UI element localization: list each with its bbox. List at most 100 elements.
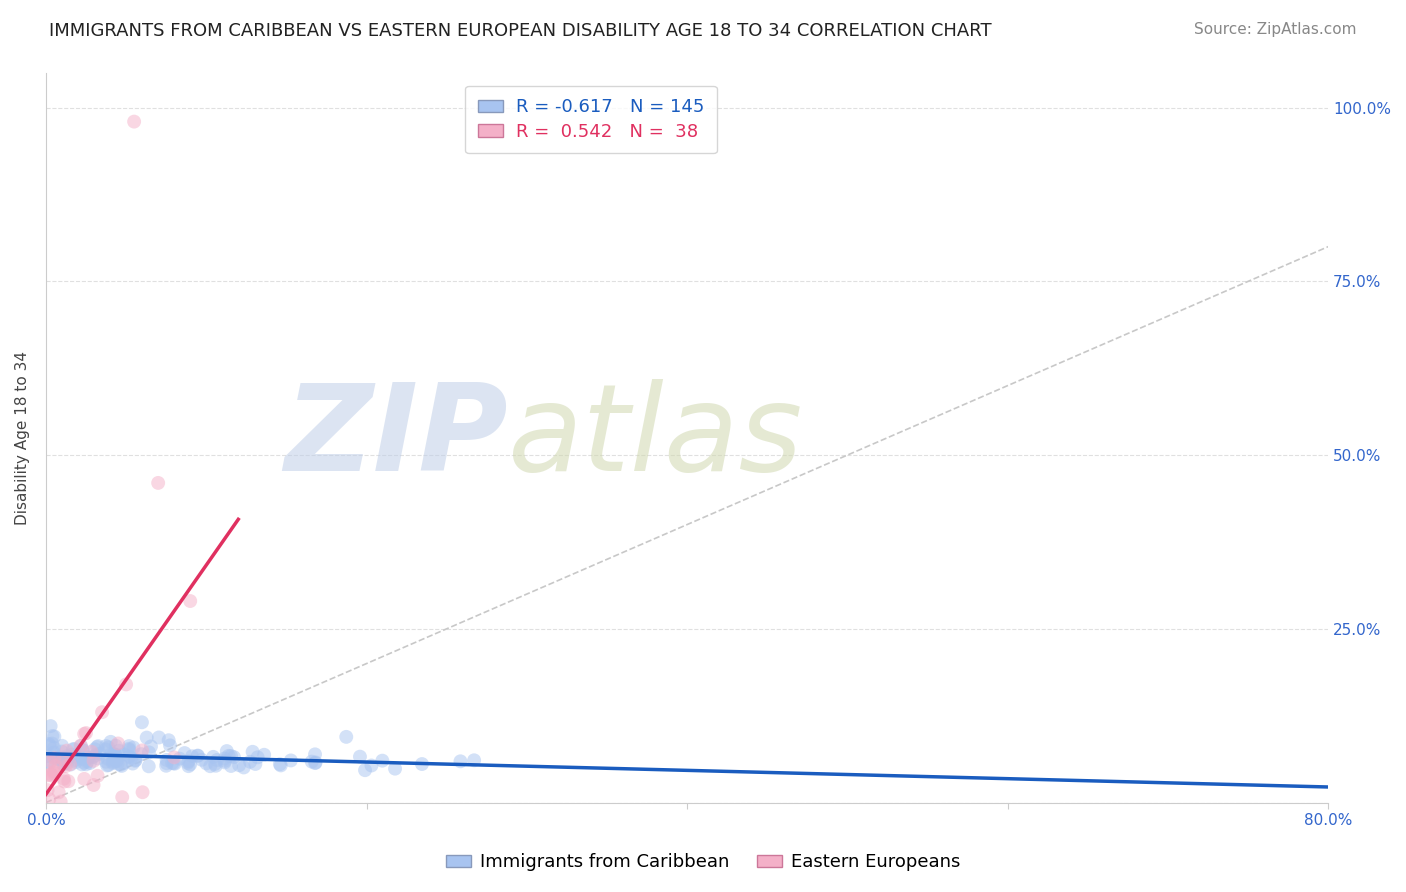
Point <box>51 753 73 767</box>
Point <box>384 762 406 776</box>
Point <box>138 759 160 773</box>
Point <box>107 756 129 771</box>
Point <box>135 731 157 745</box>
Point <box>41 737 63 751</box>
Point <box>179 594 201 608</box>
Point <box>270 758 292 772</box>
Point <box>179 757 201 772</box>
Point <box>59 757 82 772</box>
Point <box>101 756 124 770</box>
Point <box>39 719 62 733</box>
Point <box>56 751 79 765</box>
Point <box>37 749 59 764</box>
Point <box>177 754 200 768</box>
Point <box>96 752 118 766</box>
Point <box>118 749 141 764</box>
Point <box>159 739 181 753</box>
Point <box>53 774 76 789</box>
Point <box>222 750 245 764</box>
Point <box>87 751 110 765</box>
Point <box>219 759 242 773</box>
Point <box>70 757 93 772</box>
Point <box>371 754 394 768</box>
Point <box>38 792 60 806</box>
Point <box>107 744 129 758</box>
Legend: R = -0.617   N = 145, R =  0.542   N =  38: R = -0.617 N = 145, R = 0.542 N = 38 <box>465 86 717 153</box>
Point <box>269 757 291 772</box>
Point <box>121 756 143 771</box>
Point <box>242 745 264 759</box>
Point <box>112 747 135 762</box>
Point <box>42 764 65 779</box>
Point <box>91 705 114 719</box>
Point <box>73 756 96 770</box>
Point <box>157 733 180 747</box>
Point <box>104 753 127 767</box>
Point <box>107 736 129 750</box>
Point <box>118 743 141 757</box>
Point <box>76 755 98 769</box>
Point <box>58 750 80 764</box>
Text: IMMIGRANTS FROM CARIBBEAN VS EASTERN EUROPEAN DISABILITY AGE 18 TO 34 CORRELATIO: IMMIGRANTS FROM CARIBBEAN VS EASTERN EUR… <box>49 22 991 40</box>
Point <box>155 753 177 767</box>
Point <box>239 755 262 769</box>
Point <box>232 760 254 774</box>
Text: ZIP: ZIP <box>284 379 508 496</box>
Point <box>83 754 105 768</box>
Point <box>169 751 191 765</box>
Point <box>83 742 105 756</box>
Point <box>177 759 200 773</box>
Point <box>70 743 93 757</box>
Point <box>55 753 77 767</box>
Point <box>349 749 371 764</box>
Point <box>72 743 94 757</box>
Point <box>100 747 122 761</box>
Point <box>94 739 117 753</box>
Point <box>72 752 94 766</box>
Point <box>44 750 66 764</box>
Point <box>105 754 128 768</box>
Point <box>89 747 111 761</box>
Point <box>62 742 84 756</box>
Point <box>205 753 228 767</box>
Point <box>162 756 184 771</box>
Point <box>335 730 357 744</box>
Point <box>37 783 59 797</box>
Point <box>304 756 326 770</box>
Point <box>107 748 129 763</box>
Point <box>131 743 153 757</box>
Point <box>204 758 226 772</box>
Point <box>87 739 110 753</box>
Point <box>219 749 242 764</box>
Point <box>214 751 236 765</box>
Point <box>76 750 98 764</box>
Point <box>100 735 122 749</box>
Point <box>115 677 138 691</box>
Point <box>79 756 101 770</box>
Point <box>86 769 108 783</box>
Point <box>51 745 73 759</box>
Point <box>160 756 183 770</box>
Point <box>304 756 326 770</box>
Point <box>138 745 160 759</box>
Point <box>111 790 134 805</box>
Point <box>122 114 145 128</box>
Point <box>41 729 63 743</box>
Point <box>39 767 62 781</box>
Point <box>51 739 73 753</box>
Point <box>214 754 236 768</box>
Point <box>198 759 221 773</box>
Point <box>190 753 212 767</box>
Point <box>411 757 433 772</box>
Point <box>65 753 87 767</box>
Point <box>94 742 117 756</box>
Point <box>75 726 97 740</box>
Point <box>42 746 65 760</box>
Point <box>80 745 103 759</box>
Point <box>55 756 77 770</box>
Point <box>124 754 146 768</box>
Point <box>41 769 63 783</box>
Point <box>246 750 269 764</box>
Text: atlas: atlas <box>508 379 803 496</box>
Point <box>37 768 59 782</box>
